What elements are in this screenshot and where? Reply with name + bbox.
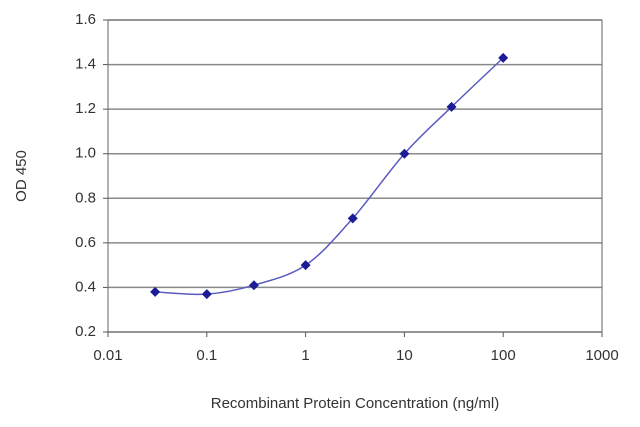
y-tick-label: 1.4 bbox=[75, 56, 96, 73]
fit-line bbox=[155, 57, 504, 296]
x-axis-label: Recombinant Protein Concentration (ng/ml… bbox=[211, 395, 499, 412]
y-tick-label: 1.2 bbox=[75, 100, 96, 117]
data-point bbox=[150, 286, 161, 297]
data-point bbox=[399, 148, 410, 159]
data-point bbox=[498, 52, 509, 63]
data-point bbox=[201, 289, 212, 300]
x-tick-label: 0.01 bbox=[93, 347, 122, 364]
data-point bbox=[446, 101, 457, 112]
x-tick-label: 0.1 bbox=[196, 347, 217, 364]
y-tick-label: 0.2 bbox=[75, 323, 96, 340]
data-point bbox=[248, 280, 259, 291]
data-point bbox=[347, 213, 358, 224]
x-tick-label: 1 bbox=[301, 347, 309, 364]
y-tick-label: 0.8 bbox=[75, 189, 96, 206]
x-tick-label: 10 bbox=[396, 347, 413, 364]
y-tick-label: 0.6 bbox=[75, 234, 96, 251]
plot-frame bbox=[107, 19, 603, 333]
y-tick-label: 1.0 bbox=[75, 145, 96, 162]
y-tick-label: 0.4 bbox=[75, 278, 96, 295]
x-tick-label: 100 bbox=[491, 347, 516, 364]
y-tick-label: 1.6 bbox=[75, 11, 96, 28]
data-point bbox=[300, 260, 311, 271]
x-tick-label: 1000 bbox=[585, 347, 618, 364]
y-axis-label: OD 450 bbox=[13, 150, 30, 202]
